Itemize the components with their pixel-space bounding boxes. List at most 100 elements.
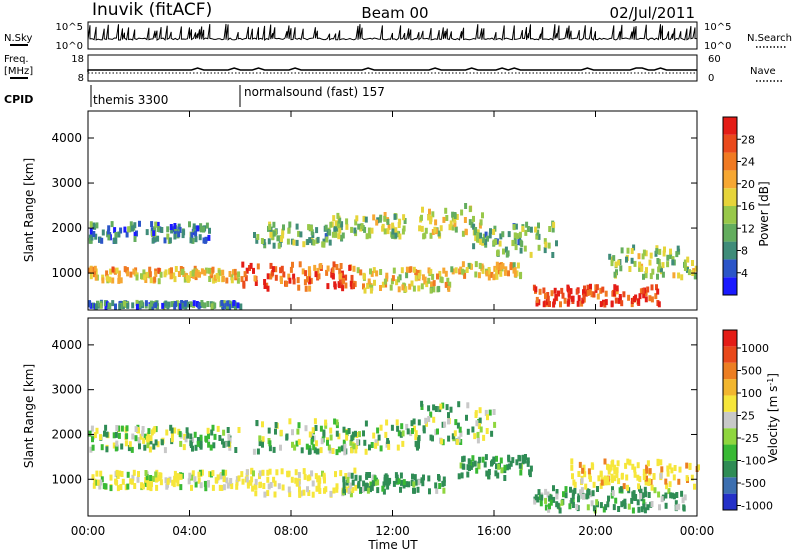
echo-cell xyxy=(252,470,255,477)
echo-cell xyxy=(509,264,513,271)
echo-cell xyxy=(408,283,412,290)
echo-cell xyxy=(349,280,353,287)
echo-cell xyxy=(173,470,177,477)
y-tick-label: 3000 xyxy=(51,383,82,397)
echo-cell xyxy=(693,483,696,490)
echo-cell xyxy=(407,481,411,488)
echo-cell xyxy=(395,419,399,426)
echo-cell xyxy=(175,476,179,483)
echo-cell xyxy=(261,436,265,443)
echo-cell xyxy=(317,273,321,280)
echo-cell xyxy=(307,224,311,231)
echo-cell xyxy=(431,435,434,442)
echo-cell xyxy=(666,470,670,477)
echo-cell xyxy=(107,302,111,309)
echo-cell xyxy=(309,225,313,232)
echo-cell xyxy=(239,303,243,310)
echo-cell xyxy=(269,262,273,269)
echo-cell xyxy=(145,271,149,278)
echo-cell xyxy=(653,487,657,494)
echo-cell xyxy=(295,480,299,487)
echo-cell xyxy=(534,286,538,293)
echo-cell xyxy=(119,227,123,234)
echo-cell xyxy=(476,236,479,243)
echo-cell xyxy=(482,233,486,240)
echo-cell xyxy=(302,468,306,475)
echo-cell xyxy=(194,271,198,277)
echo-cell xyxy=(649,252,653,259)
echo-cell xyxy=(105,275,109,282)
echo-cell xyxy=(477,272,481,279)
echo-cell xyxy=(324,224,328,231)
echo-cell xyxy=(222,429,226,436)
echo-cell xyxy=(308,431,312,438)
echo-cell xyxy=(581,467,585,474)
echo-cell xyxy=(312,435,316,442)
echo-cell xyxy=(451,433,455,440)
echo-cell xyxy=(279,267,283,274)
echo-cell xyxy=(342,482,346,489)
echo-cell xyxy=(447,418,450,425)
echo-cell xyxy=(571,295,575,302)
echo-cell xyxy=(405,272,409,279)
echo-cell xyxy=(433,226,437,233)
echo-cell xyxy=(483,461,487,468)
echo-cell xyxy=(503,269,507,276)
echo-cell xyxy=(490,430,494,437)
echo-cell xyxy=(584,483,588,490)
cpid-mode-normalsound: normalsound (fast) 157 xyxy=(244,85,385,99)
echo-cell xyxy=(394,232,398,239)
echo-cell xyxy=(586,290,590,296)
echo-cell xyxy=(263,279,267,285)
echo-cell xyxy=(324,422,328,429)
echo-cell xyxy=(639,489,642,496)
echo-cell xyxy=(550,290,554,297)
echo-cell xyxy=(176,480,180,487)
echo-cell xyxy=(157,278,161,285)
echo-cell xyxy=(104,424,108,431)
colorbar-segment xyxy=(723,241,737,260)
echo-cell xyxy=(172,272,176,279)
echo-cell xyxy=(271,269,275,276)
nave-tick-bottom: 0 xyxy=(708,73,714,84)
echo-cell xyxy=(432,286,436,293)
echo-cell xyxy=(669,253,673,259)
echo-cell xyxy=(404,481,408,488)
echo-cell xyxy=(211,484,215,491)
echo-cell xyxy=(170,436,174,443)
echo-cell xyxy=(644,479,648,486)
echo-cell xyxy=(267,483,271,490)
echo-cell xyxy=(490,271,494,278)
echo-cell xyxy=(442,480,446,487)
echo-cell xyxy=(248,265,251,271)
echo-cell xyxy=(594,284,598,291)
echo-cell xyxy=(310,229,314,236)
colorbar-segment xyxy=(723,134,737,153)
echo-cell xyxy=(203,302,207,309)
echo-cell xyxy=(650,501,654,507)
echo-cell xyxy=(459,266,463,273)
echo-cell xyxy=(503,475,507,481)
echo-cell xyxy=(519,239,523,246)
echo-cell xyxy=(209,444,213,451)
echo-cell xyxy=(427,267,431,274)
echo-cell xyxy=(368,472,371,478)
echo-cell xyxy=(184,436,188,443)
echo-cell xyxy=(378,216,382,223)
echo-cell xyxy=(236,302,240,309)
echo-cell xyxy=(157,267,161,274)
echo-cell xyxy=(521,454,525,461)
echo-cell xyxy=(350,226,354,233)
echo-cell xyxy=(552,485,555,492)
echo-cell xyxy=(617,259,621,266)
echo-cell xyxy=(440,438,444,445)
colorbar-segment xyxy=(723,428,737,445)
echo-cell xyxy=(169,224,173,230)
echo-cell xyxy=(509,460,513,467)
echo-cell xyxy=(350,472,354,479)
echo-cell xyxy=(188,472,192,479)
echo-cell xyxy=(610,473,614,480)
echo-cell xyxy=(675,504,679,511)
echo-cell xyxy=(434,482,438,489)
echo-cell xyxy=(479,238,483,245)
